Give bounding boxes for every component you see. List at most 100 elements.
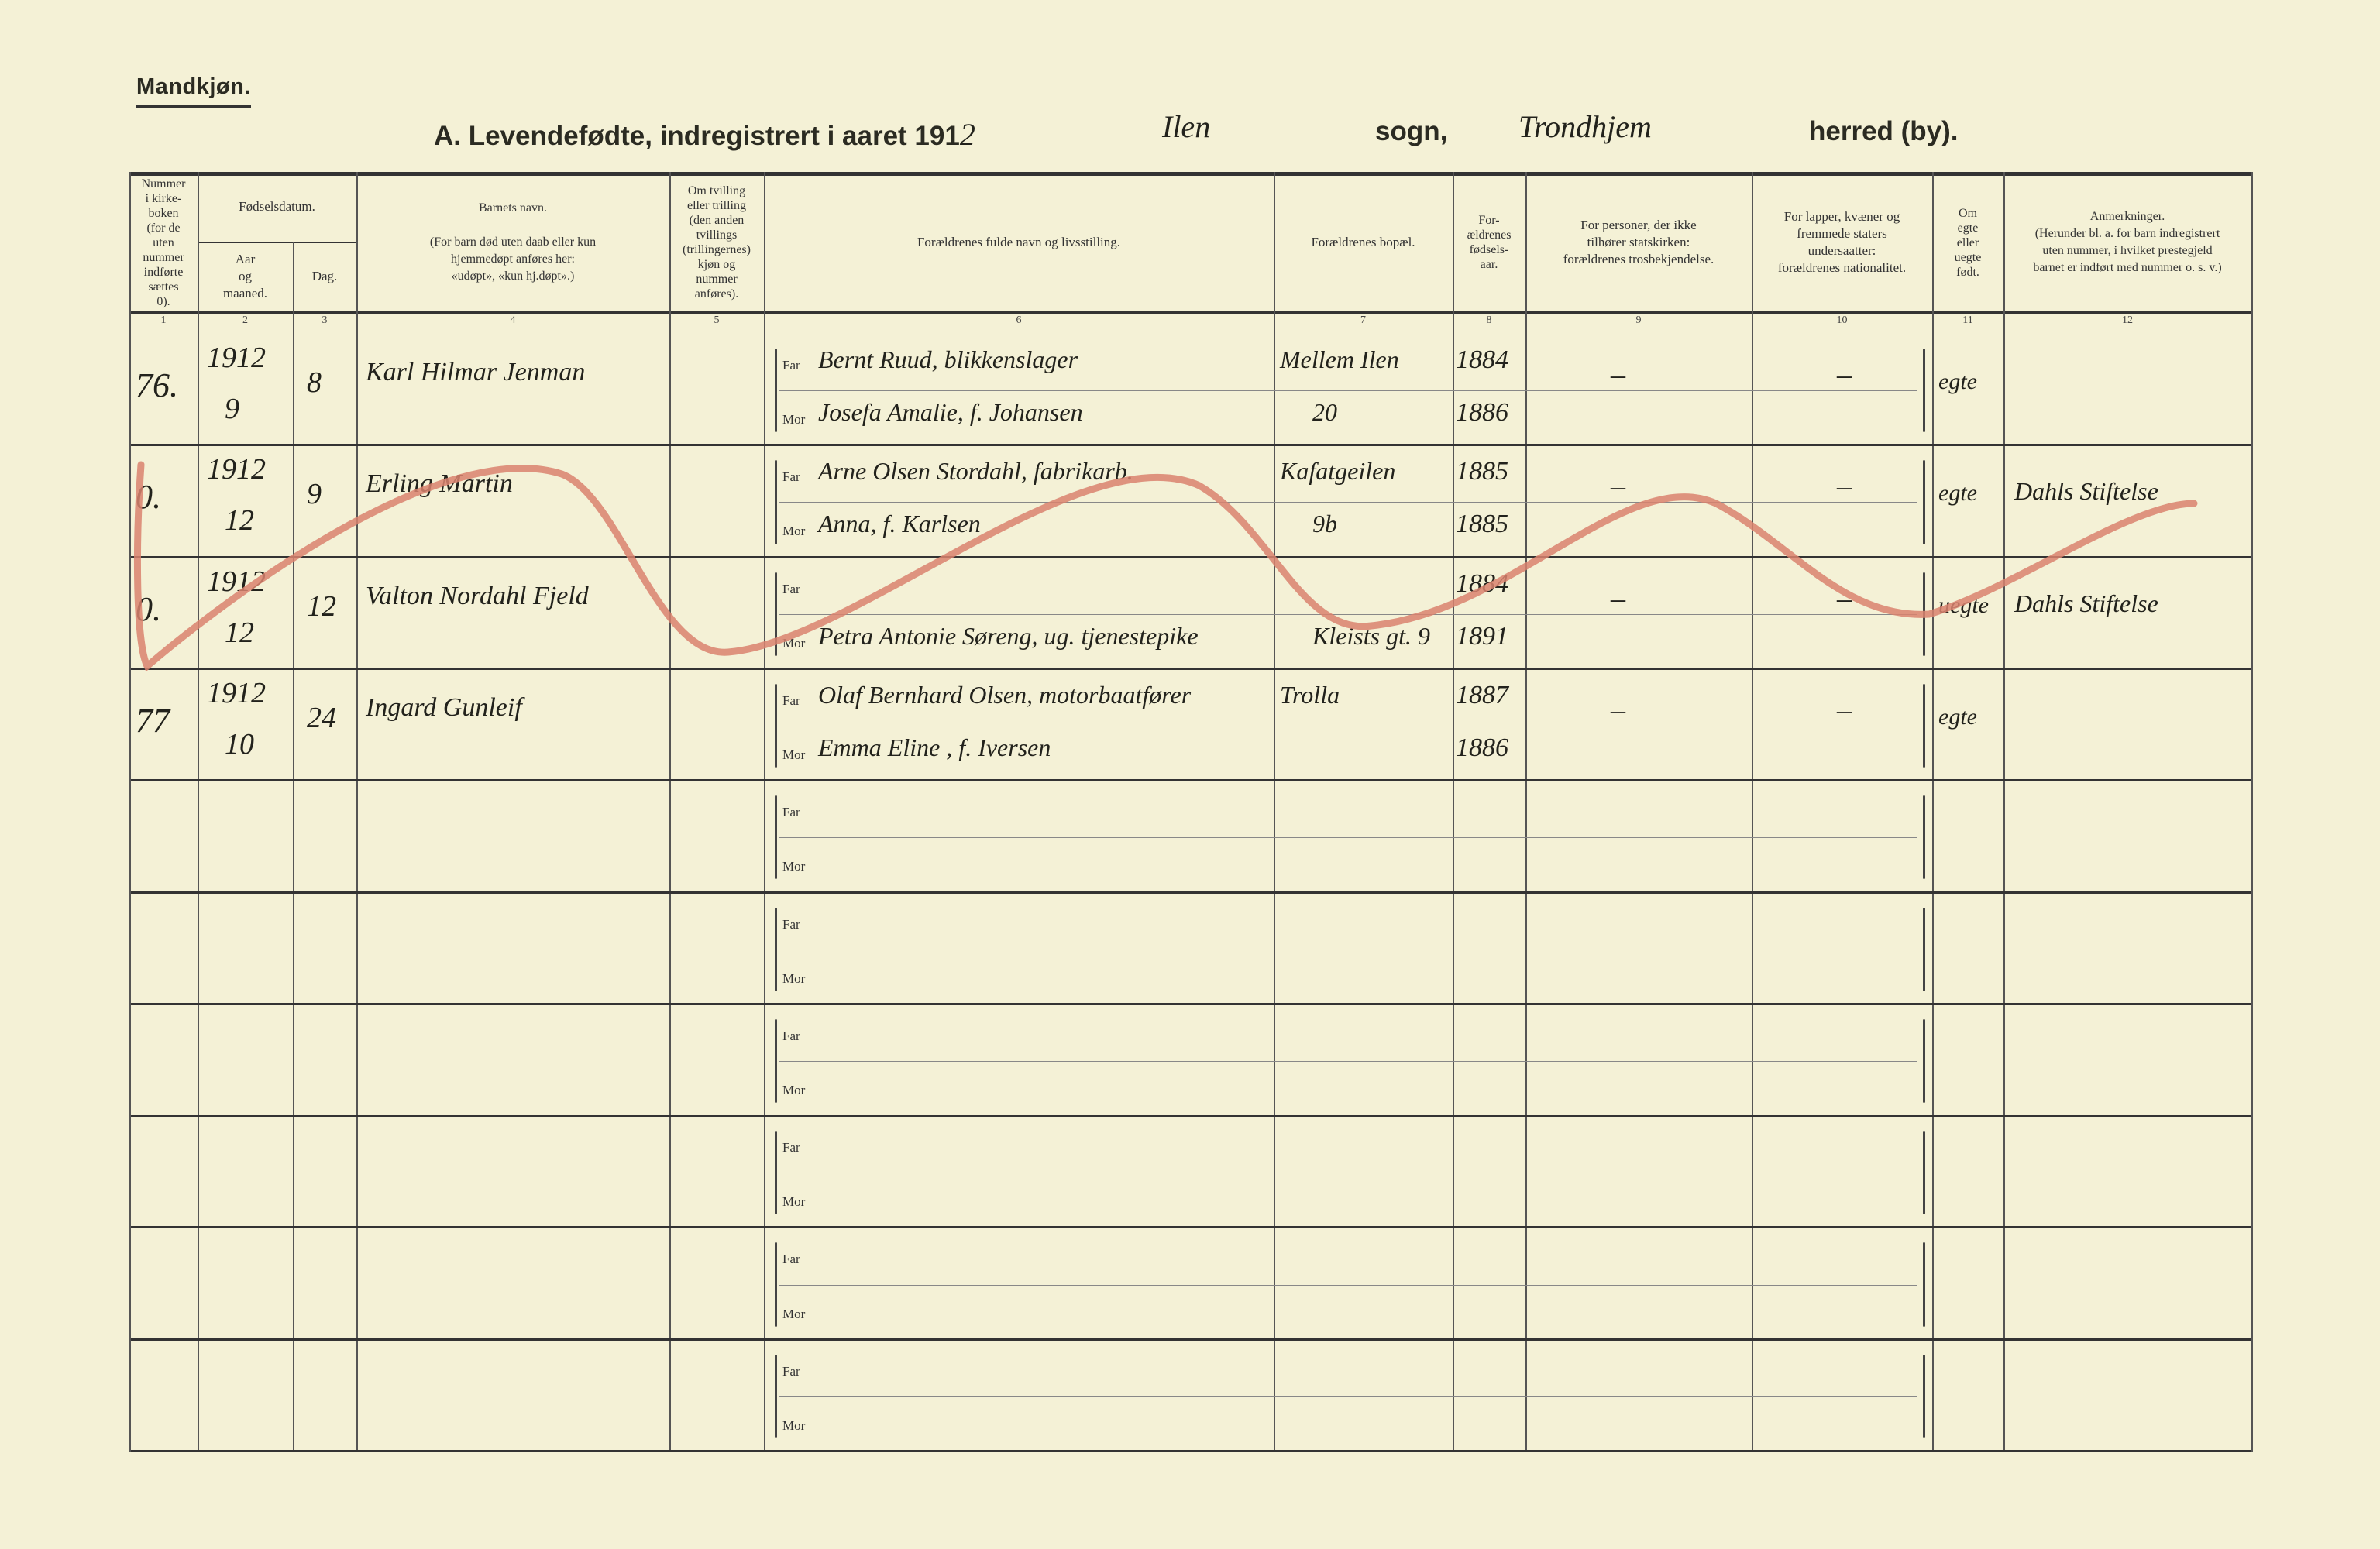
column-number: 12 — [2122, 314, 2133, 326]
column-divider — [1932, 172, 1934, 1452]
mor-label: Mor — [782, 1082, 806, 1097]
birth-day: 9 — [307, 478, 322, 511]
gender-label: Mandkjøn. — [136, 74, 251, 108]
herred-label: herred (by). — [1809, 116, 1959, 146]
row-divider — [129, 667, 2251, 670]
date-group-divider — [198, 242, 356, 243]
column-divider — [1453, 172, 1454, 1452]
right-brace — [1923, 1018, 1925, 1104]
column-divider — [1274, 172, 1275, 1452]
far-mor-divider — [779, 1284, 1917, 1286]
legitimacy: egte — [1938, 369, 1977, 394]
right-brace — [1923, 460, 1925, 544]
mother-name: Petra Antonie Søreng, ug. tjenestepike — [818, 621, 1199, 650]
right-brace — [1923, 1131, 1925, 1215]
mother-birth-year: 1891 — [1456, 621, 1508, 651]
mother-name: Anna, f. Karlsen — [818, 510, 981, 538]
column-header-3: Dag. — [311, 269, 338, 283]
mor-label: Mor — [782, 859, 806, 874]
mother-birth-year: 1885 — [1456, 510, 1508, 539]
column-header-4: Barnets navn. (For barn død uten daab el… — [429, 201, 597, 283]
column-number: 3 — [322, 314, 328, 326]
right-brace — [1923, 1354, 1925, 1438]
entry-number: 76. — [136, 366, 178, 404]
birth-month: 10 — [225, 728, 254, 761]
row-divider — [129, 444, 2251, 447]
birth-year: 1912 — [207, 676, 266, 709]
far-label: Far — [782, 916, 800, 932]
column-number: 2 — [242, 314, 248, 326]
remarks: Dahls Stiftelse — [2014, 589, 2158, 617]
far-label: Far — [782, 469, 800, 485]
column-number: 8 — [1486, 314, 1492, 326]
far-mor-divider — [779, 837, 1917, 839]
row-divider — [129, 1226, 2251, 1229]
far-mor-divider — [779, 613, 1917, 615]
remarks: Dahls Stiftelse — [2014, 477, 2158, 506]
father-birth-year: 1887 — [1456, 680, 1508, 709]
faith-dash: – — [1611, 470, 1625, 503]
right-brace — [1923, 683, 1925, 768]
birth-day: 24 — [307, 701, 336, 734]
left-brace — [775, 795, 777, 880]
column-number: 9 — [1635, 314, 1642, 326]
far-label: Far — [782, 1028, 800, 1043]
right-brace — [1923, 349, 1925, 433]
column-divider — [356, 172, 358, 1452]
column-header-12: Anmerkninger. (Herunder bl. a. for barn … — [2033, 210, 2222, 274]
mor-label: Mor — [782, 1306, 806, 1321]
birth-month: 12 — [225, 616, 254, 649]
left-brace — [775, 460, 777, 544]
column-divider — [293, 242, 294, 1452]
right-brace — [1923, 795, 1925, 880]
father-name: Olaf Bernhard Olsen, motorbaatfører — [818, 680, 1192, 709]
entry-number: 77 — [136, 701, 170, 740]
faith-dash: – — [1611, 359, 1625, 391]
table-right-border — [2251, 172, 2253, 1452]
address: Kafatgeilen — [1280, 457, 1396, 486]
column-header-7: Forældrenes bopæl. — [1311, 235, 1415, 249]
form-title-text: A. Levendefødte, indregistrert i aaret 1… — [434, 121, 960, 151]
far-mor-divider — [779, 502, 1917, 503]
column-header-6: Forældrenes fulde navn og livsstilling. — [917, 235, 1121, 249]
column-divider — [669, 172, 671, 1452]
district-name: Trondhjem — [1518, 109, 1652, 144]
nationality-dash: – — [1837, 359, 1852, 391]
mor-label: Mor — [782, 1194, 806, 1210]
faith-dash: – — [1611, 693, 1625, 726]
mother-name: Emma Eline , f. Iversen — [818, 733, 1051, 762]
birth-month: 9 — [225, 393, 239, 426]
column-number: 5 — [714, 314, 720, 326]
left-brace — [775, 907, 777, 991]
column-header-11: Om egte eller uegte født. — [1954, 206, 1982, 279]
far-label: Far — [782, 805, 800, 820]
column-header-9: For personer, der ikke tilhører statskir… — [1563, 218, 1714, 266]
left-brace — [775, 683, 777, 768]
row-divider — [129, 555, 2251, 558]
left-brace — [775, 1354, 777, 1438]
father-name: Arne Olsen Stordahl, fabrikarb. — [818, 457, 1133, 486]
child-name: Valton Nordahl Fjeld — [366, 581, 589, 610]
header-bottom-border — [129, 311, 2251, 314]
mor-label: Mor — [782, 412, 806, 428]
far-label: Far — [782, 358, 800, 373]
left-brace — [775, 572, 777, 656]
mor-label: Mor — [782, 970, 806, 986]
left-brace — [775, 1242, 777, 1327]
parish-name: Ilen — [1162, 109, 1211, 144]
far-label: Far — [782, 581, 800, 596]
table-left-border — [129, 172, 131, 1452]
row-divider — [129, 779, 2251, 782]
legitimacy: egte — [1938, 703, 1977, 730]
column-divider — [198, 172, 199, 1452]
right-brace — [1923, 1242, 1925, 1327]
father-birth-year: 1885 — [1456, 457, 1508, 486]
column-divider — [1752, 172, 1753, 1452]
sogn-label: sogn, — [1375, 116, 1448, 146]
column-header-5: Om tvilling eller trilling (den anden tv… — [683, 184, 751, 301]
birth-day: 8 — [307, 366, 322, 399]
far-mor-divider — [779, 390, 1917, 392]
address: Trolla — [1280, 680, 1340, 709]
column-number: 7 — [1360, 314, 1366, 326]
